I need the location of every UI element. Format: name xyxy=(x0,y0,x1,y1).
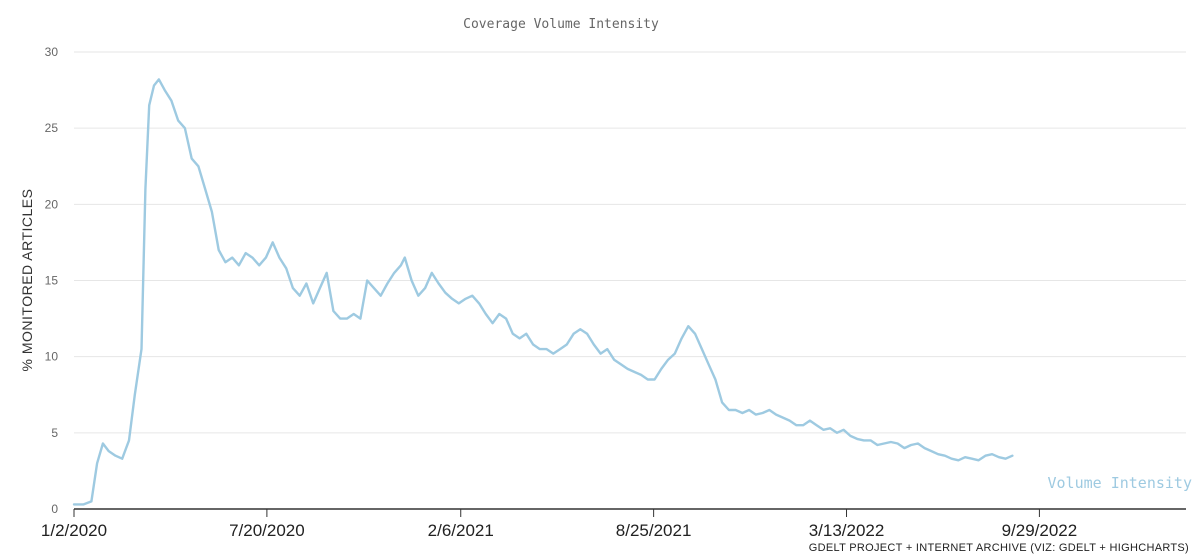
y-tick-label: 5 xyxy=(51,426,58,440)
y-tick-label: 20 xyxy=(45,197,59,211)
x-tick-label: 9/29/2022 xyxy=(1002,521,1078,540)
y-tick-label: 15 xyxy=(45,274,59,288)
x-tick-label: 3/13/2022 xyxy=(809,521,885,540)
volume-intensity-line xyxy=(72,78,1014,506)
y-tick-label: 25 xyxy=(45,121,59,135)
x-axis-ticks: 1/2/2020 7/20/2020 2/6/2021 8/25/2021 3/13/2… xyxy=(41,509,1077,540)
y-axis-label: % MONITORED ARTICLES xyxy=(19,189,35,372)
y-tick-label: 0 xyxy=(51,502,58,516)
y-tick-label: 10 xyxy=(45,350,59,364)
grid-lines xyxy=(74,51,1186,434)
source-credit: GDELT PROJECT + INTERNET ARCHIVE (VIZ: G… xyxy=(809,542,1189,554)
x-tick-label: 7/20/2020 xyxy=(229,521,305,540)
x-tick-label: 2/6/2021 xyxy=(428,521,494,540)
x-tick-label: 8/25/2021 xyxy=(616,521,692,540)
y-axis-ticks: 0 5 10 15 20 25 30 xyxy=(45,45,59,516)
series-label: Volume Intensity xyxy=(1048,474,1193,492)
x-tick-label: 1/2/2020 xyxy=(41,521,107,540)
chart-title: Coverage Volume Intensity xyxy=(463,17,659,32)
y-tick-label: 30 xyxy=(45,45,59,59)
